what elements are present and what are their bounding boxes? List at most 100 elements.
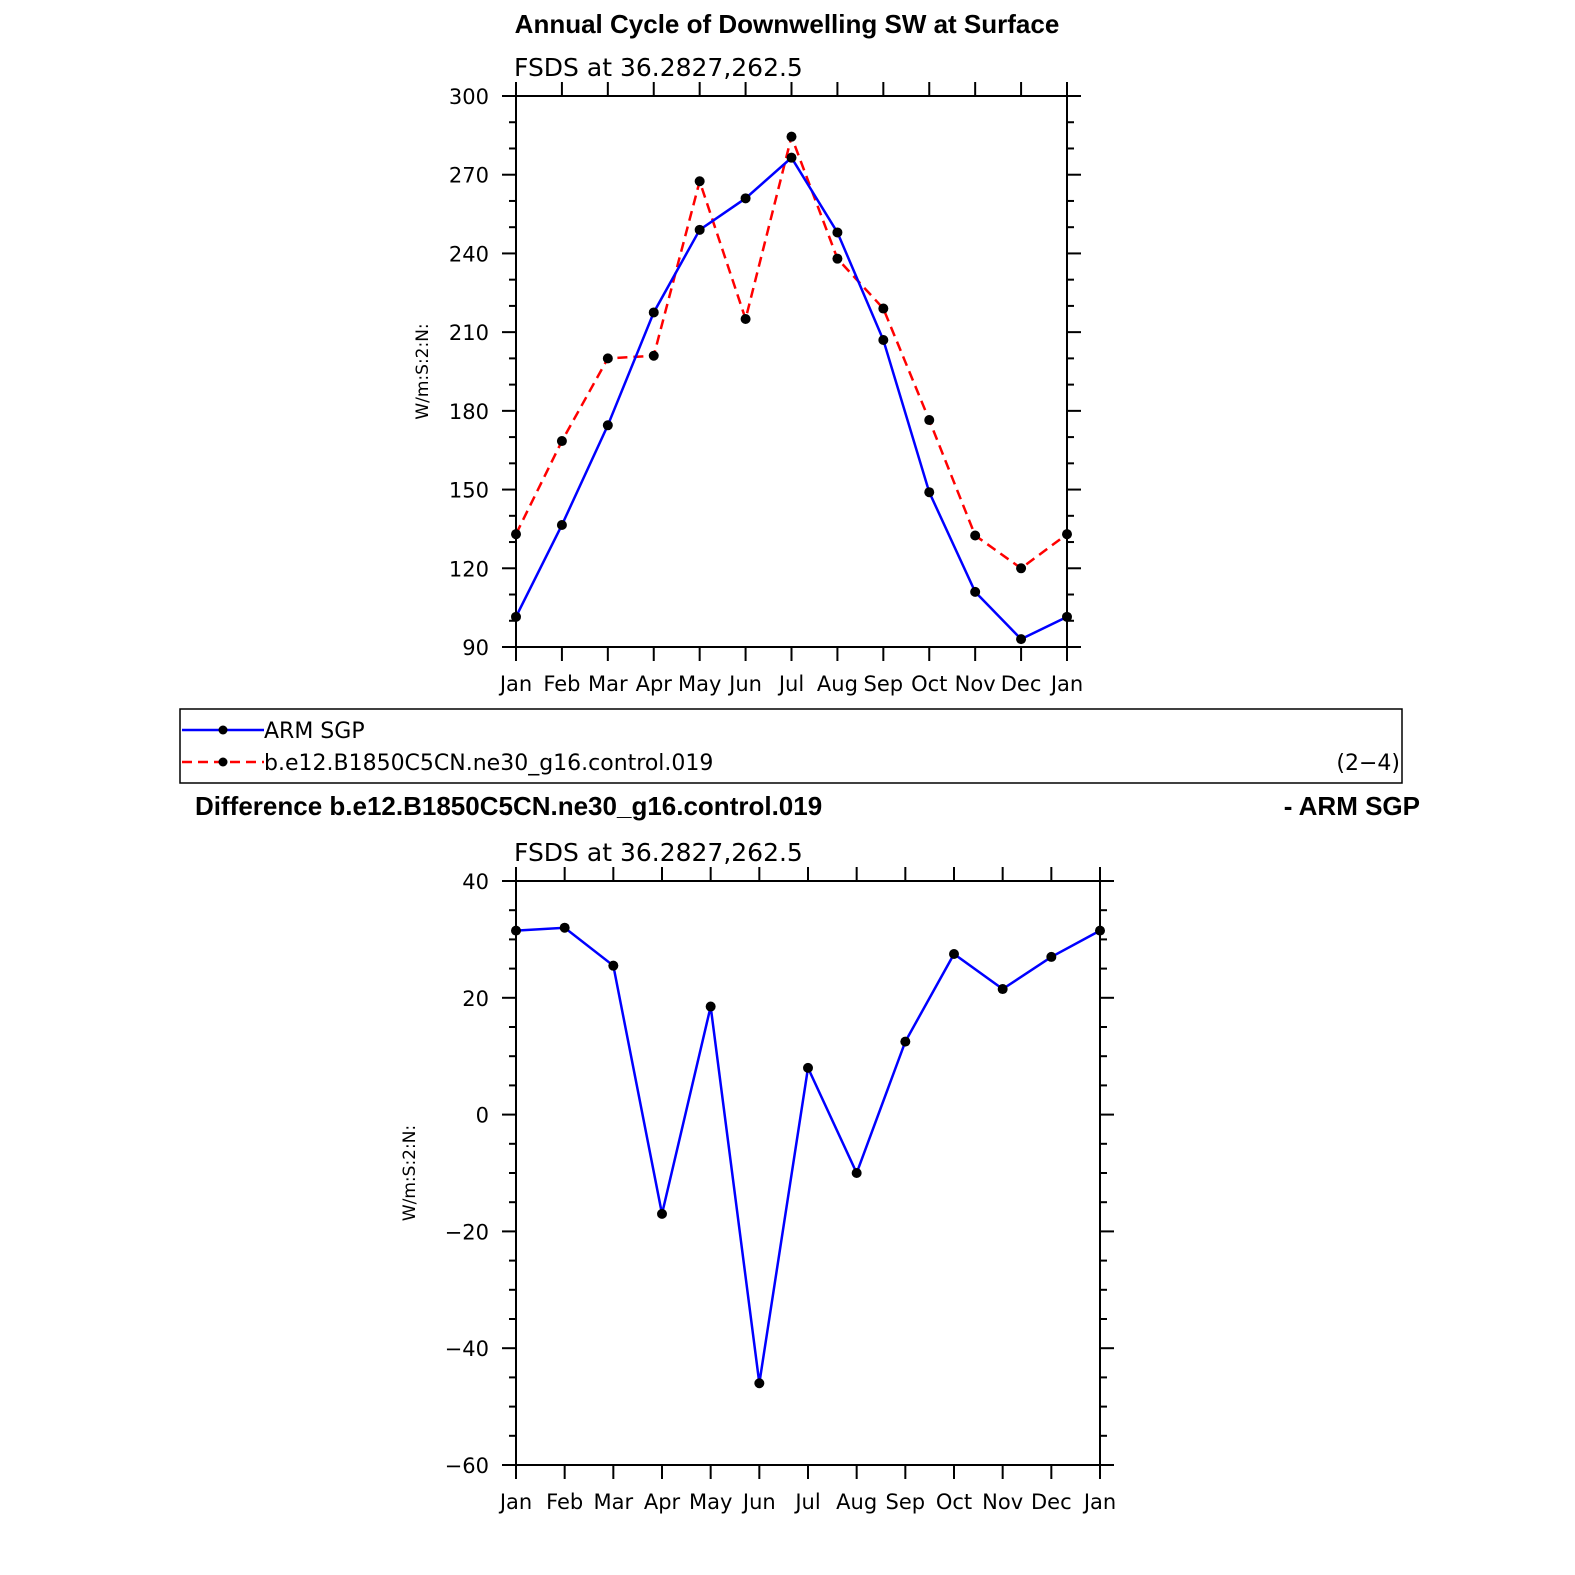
chart2-title-right: - ARM SGP — [1284, 791, 1420, 821]
chart2-subtitle: FSDS at 36.2827,262.5 — [514, 838, 803, 867]
chart2-xtick-label: Dec — [1031, 1490, 1072, 1514]
chart2-ytick-label: −20 — [445, 1220, 489, 1244]
chart2-ytick-label: 0 — [476, 1104, 489, 1128]
chart2-series-0-point — [997, 984, 1008, 995]
chart2-series-0-point — [1095, 925, 1105, 936]
chart1-series-0-point — [602, 420, 613, 431]
chart1-ytick-label: 300 — [449, 85, 489, 109]
chart1-ylabel: W/m:S:2:N: — [413, 323, 433, 419]
chart2-ylabel: W/m:S:2:N: — [400, 1125, 420, 1221]
chart1-series-1-point — [878, 303, 889, 314]
chart1-subtitle: FSDS at 36.2827,262.5 — [514, 53, 803, 82]
chart1-ytick-label: 210 — [449, 321, 489, 345]
legend-marker-arm — [218, 725, 228, 735]
chart2-series-0-point — [754, 1378, 765, 1389]
chart2-plot: −60 −40 −20 0 20 40 Jan Feb Mar Apr May Jun Jul Aug Se… — [400, 867, 1116, 1514]
chart1-ytick-label: 90 — [462, 636, 489, 660]
chart2-xtick-label: Apr — [644, 1490, 681, 1514]
chart2-series-0-point — [511, 925, 521, 936]
chart2-xtick-label: Feb — [546, 1490, 583, 1514]
chart1-series-0-point — [878, 335, 889, 346]
chart2-series-0-point — [1046, 951, 1057, 962]
chart1-series-1-point — [648, 350, 659, 361]
chart2-xtick-label: Sep — [886, 1490, 926, 1514]
chart1-series-0-point — [740, 193, 751, 204]
chart2-ytick-label: 40 — [462, 870, 489, 894]
legend: ARM SGP b.e12.B1850C5CN.ne30_g16.control… — [179, 708, 1403, 784]
chart1-series-1-point — [694, 176, 705, 187]
chart1-series-0-point — [648, 307, 659, 318]
chart2-xtick-label: Jan — [1082, 1490, 1116, 1514]
chart1-series-1-point — [602, 353, 613, 364]
chart1-series-0-point — [694, 224, 705, 235]
chart2-ytick-label: −40 — [445, 1337, 489, 1361]
chart1-xtick-label: Dec — [1001, 672, 1042, 696]
chart1-series-0-point — [1062, 611, 1072, 622]
chart1-ytick-label: 150 — [449, 479, 489, 503]
chart1-title: Annual Cycle of Downwelling SW at Surfac… — [515, 9, 1060, 39]
chart1-xtick-label: Nov — [955, 672, 996, 696]
chart1-xtick-label: Aug — [817, 672, 858, 696]
chart1-xtick-label: Sep — [864, 672, 904, 696]
chart1-ytick-label: 120 — [449, 557, 489, 581]
chart1-series-1-point — [786, 131, 797, 142]
chart1-series-0-point — [1016, 634, 1027, 645]
chart1-series-1-point — [970, 530, 981, 541]
chart1-xtick-label: May — [678, 672, 721, 696]
chart1-series-1-point — [832, 253, 843, 264]
chart2-series-0-point — [851, 1168, 862, 1178]
chart1-ytick-label: 270 — [449, 164, 489, 188]
chart2-series-0-point — [803, 1062, 813, 1073]
chart2-series-0-point — [657, 1208, 667, 1219]
chart2-series-0-point — [559, 922, 570, 933]
chart1-xtick-label: Jan — [1049, 672, 1083, 696]
chart1-series-1-point — [511, 529, 521, 540]
chart1-xtick-label: Jun — [727, 672, 762, 696]
chart2-series-0-point — [608, 960, 619, 971]
chart1-xtick-label: Feb — [543, 672, 580, 696]
chart1-frame — [515, 95, 1068, 648]
chart1-xtick-label: Jan — [498, 672, 532, 696]
chart1-xtick-label: Mar — [588, 672, 628, 696]
legend-label-model: b.e12.B1850C5CN.ne30_g16.control.019 — [264, 751, 713, 776]
legend-label-arm: ARM SGP — [264, 719, 365, 744]
chart1-series-0-point — [511, 611, 521, 622]
chart1-series-1-point — [1016, 563, 1027, 574]
chart1-ytick-label: 240 — [449, 242, 489, 266]
chart1-series-1-line — [514, 132, 1068, 570]
chart1-series-1-point — [1062, 529, 1072, 540]
chart1-xtick-label: Jul — [777, 672, 804, 696]
legend-marker-model — [218, 757, 228, 767]
chart2-xtick-label: Nov — [982, 1490, 1023, 1514]
chart1-xtick-label: Oct — [911, 672, 947, 696]
chart1-series-0-point — [924, 487, 935, 498]
chart2-ytick-label: −60 — [445, 1454, 489, 1478]
chart1-xtick-label: Apr — [636, 672, 673, 696]
chart1-ytick-label: 180 — [449, 400, 489, 424]
chart1-series-1-point — [924, 415, 935, 426]
chart2-xtick-label: Aug — [836, 1490, 877, 1514]
chart1-series-1-point — [740, 314, 751, 325]
chart1-series-0-line — [514, 155, 1068, 641]
chart1-series-0-point — [832, 227, 843, 238]
chart1-series-1-point — [556, 436, 567, 447]
chart1-series-0-point — [970, 586, 981, 597]
chart2-title: Difference b.e12.B1850C5CN.ne30_g16.cont… — [195, 791, 822, 821]
chart2-xtick-label: Mar — [594, 1490, 634, 1514]
chart1-series-0-point — [556, 519, 567, 530]
chart2-series-0-point — [949, 949, 959, 959]
chart2-series-0-point — [900, 1036, 911, 1047]
chart2-series-0-point — [705, 1001, 716, 1012]
legend-note: (2−4) — [1336, 751, 1400, 776]
chart2-frame — [515, 880, 1101, 1466]
chart2-xtick-label: Jun — [741, 1490, 776, 1514]
legend-box — [179, 708, 1403, 784]
chart2-ytick-label: 20 — [462, 987, 489, 1011]
chart2-xtick-label: May — [689, 1490, 732, 1514]
chart1-series-0-point — [786, 152, 797, 163]
chart2-xtick-label: Jul — [793, 1490, 820, 1514]
chart2-series-0-line — [515, 926, 1101, 1384]
chart2-xtick-label: Oct — [936, 1490, 972, 1514]
